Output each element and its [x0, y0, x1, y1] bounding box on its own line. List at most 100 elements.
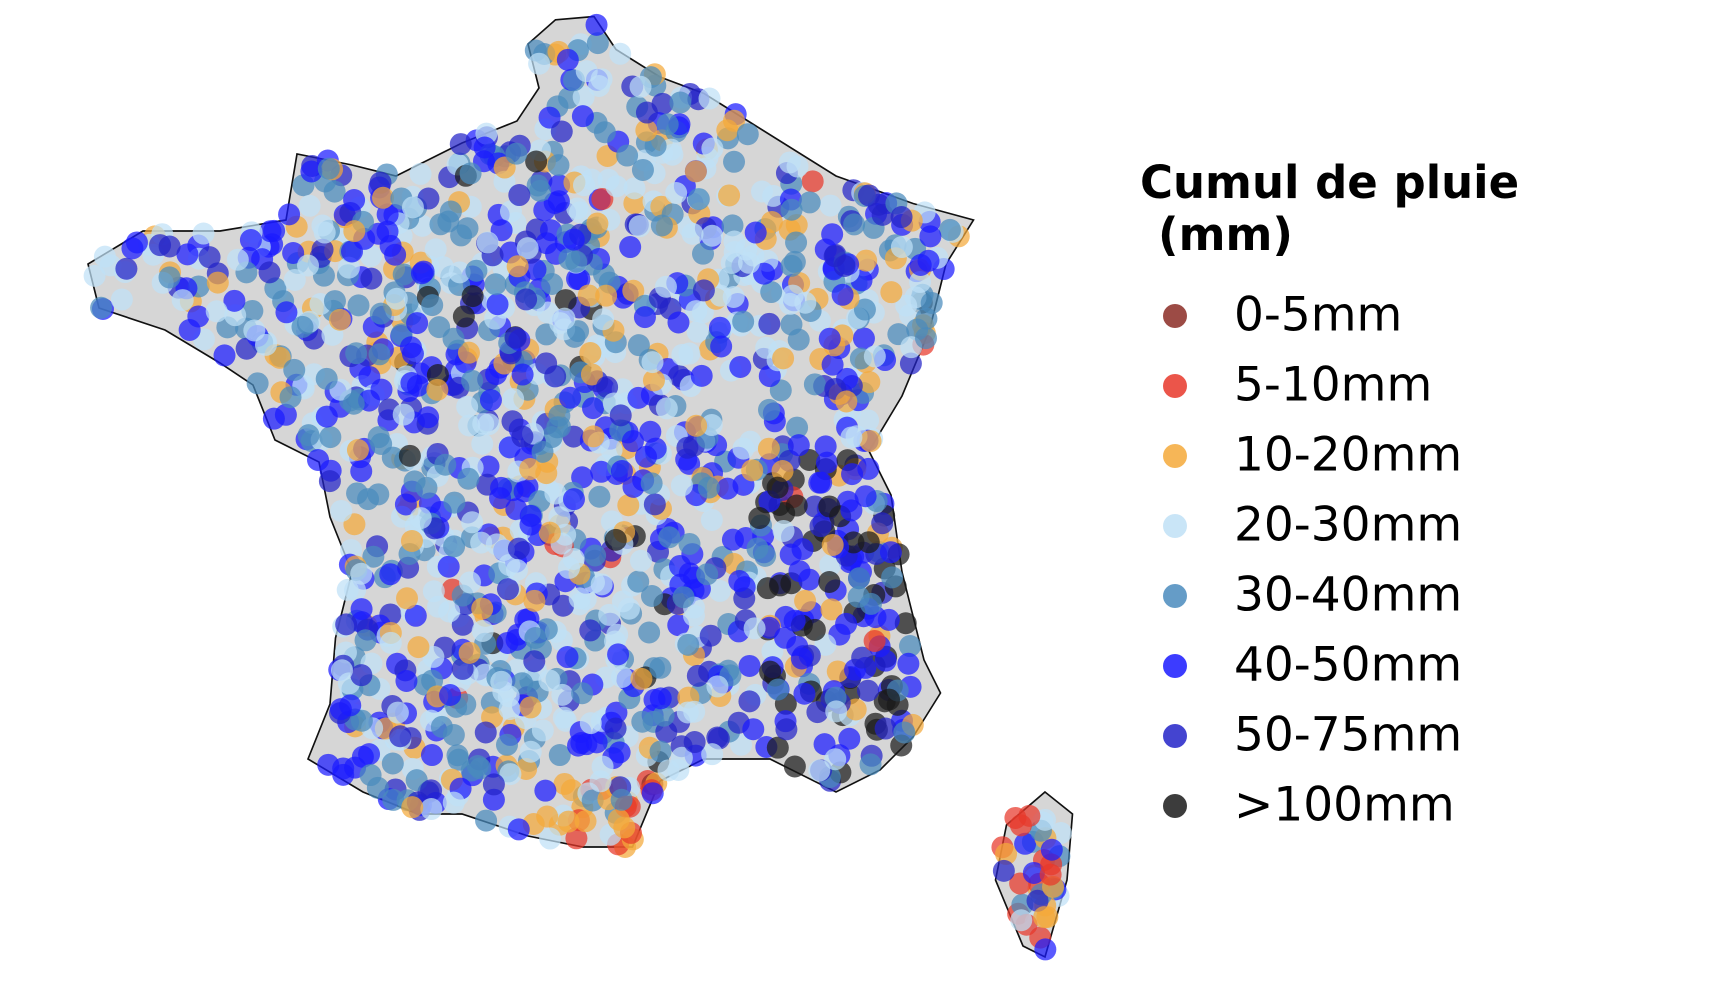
- station-dot: [909, 253, 932, 276]
- station-dot: [589, 770, 612, 793]
- station-dot: [737, 251, 760, 274]
- station-dot: [477, 455, 500, 478]
- station-dot: [798, 191, 821, 214]
- station-dot: [547, 190, 570, 213]
- station-dot: [115, 257, 138, 280]
- station-dot: [801, 170, 824, 193]
- station-dot: [404, 604, 427, 627]
- station-dot: [442, 327, 465, 350]
- station-dot: [372, 186, 395, 209]
- station-dot: [1039, 863, 1062, 886]
- station-dot: [426, 378, 449, 401]
- station-dot: [605, 701, 628, 724]
- station-dot: [742, 718, 765, 741]
- station-dot: [523, 650, 546, 673]
- station-dot: [531, 440, 554, 463]
- station-dot: [854, 485, 877, 508]
- station-dot: [313, 221, 336, 244]
- station-dot: [683, 700, 706, 723]
- station-dot: [706, 675, 729, 698]
- station-dot: [649, 656, 672, 679]
- station-dot: [507, 537, 530, 560]
- station-dot: [649, 687, 672, 710]
- station-dot: [708, 579, 731, 602]
- station-dot: [392, 263, 415, 286]
- station-dot: [568, 268, 591, 291]
- station-dot: [1010, 909, 1033, 932]
- station-dot: [516, 237, 539, 260]
- station-dot: [486, 293, 509, 316]
- station-dot: [826, 660, 849, 683]
- station-dot: [708, 316, 731, 339]
- station-dot: [803, 373, 826, 396]
- station-dot: [650, 214, 673, 237]
- station-dot: [346, 439, 369, 462]
- station-dot: [192, 222, 215, 245]
- station-dot: [465, 259, 488, 282]
- station-dot: [738, 690, 761, 713]
- station-dot: [519, 513, 542, 536]
- station-dot: [457, 467, 480, 490]
- station-dot: [780, 198, 803, 221]
- station-dot: [877, 608, 900, 631]
- station-dot: [995, 842, 1018, 865]
- station-dot: [778, 151, 801, 174]
- station-dot: [855, 249, 878, 272]
- station-dot: [557, 810, 580, 833]
- station-dot: [548, 744, 571, 767]
- station-dot: [610, 460, 633, 483]
- station-dot: [840, 499, 863, 522]
- station-dot: [437, 555, 460, 578]
- station-dot: [474, 721, 497, 744]
- station-dot: [584, 544, 607, 567]
- station-dot: [508, 184, 531, 207]
- station-dot: [783, 609, 806, 632]
- legend-label: 50-75mm: [1234, 708, 1462, 763]
- station-dot: [552, 594, 575, 617]
- station-dot: [685, 414, 708, 437]
- station-dot: [758, 398, 781, 421]
- station-dot: [588, 485, 611, 508]
- station-dot: [538, 669, 561, 692]
- station-dot: [586, 32, 609, 55]
- station-dot: [458, 414, 481, 437]
- station-dot: [820, 598, 843, 621]
- station-dot: [176, 243, 199, 266]
- station-dot: [420, 798, 443, 821]
- station-dot: [760, 210, 783, 233]
- station-dot: [395, 670, 418, 693]
- station-dot: [538, 521, 561, 544]
- station-dot: [697, 476, 720, 499]
- station-dot: [420, 744, 443, 767]
- station-dot: [1014, 832, 1037, 855]
- legend: Cumul de pluie (mm) 0-5mm 5-10mm 10-20mm 20…: [1140, 156, 1519, 833]
- station-dot: [206, 271, 229, 294]
- station-dot: [341, 240, 363, 263]
- station-dot: [684, 160, 707, 183]
- station-dot: [831, 283, 854, 306]
- station-dot: [1022, 861, 1045, 884]
- station-dot: [588, 75, 611, 98]
- station-dot: [775, 718, 798, 741]
- station-dot: [591, 187, 614, 210]
- station-dot: [409, 162, 432, 185]
- station-dot: [499, 200, 522, 223]
- station-dot: [610, 665, 633, 688]
- station-dot: [525, 150, 548, 173]
- station-dot: [223, 289, 246, 312]
- station-dot: [572, 86, 595, 109]
- station-dot: [623, 177, 646, 200]
- station-dot: [897, 652, 920, 675]
- station-dot: [406, 312, 429, 335]
- station-dot: [585, 13, 608, 36]
- legend-swatch: [1163, 514, 1187, 538]
- station-dot: [458, 641, 481, 664]
- station-dot: [489, 487, 512, 510]
- station-dot: [858, 371, 881, 394]
- station-dot: [360, 267, 383, 290]
- station-dot: [677, 633, 700, 656]
- station-dot: [300, 160, 323, 183]
- station-dot: [499, 763, 522, 786]
- station-dot: [732, 310, 755, 333]
- station-dot: [550, 120, 573, 143]
